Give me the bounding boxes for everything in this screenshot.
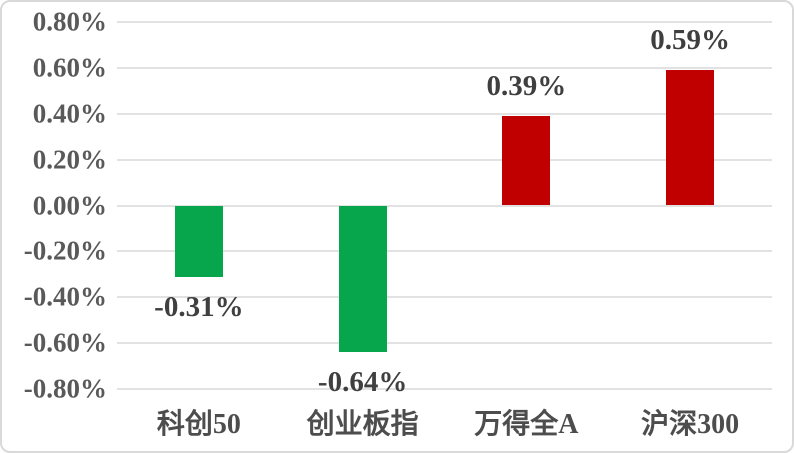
y-axis: 0.80% 0.60% 0.40% 0.20% 0.00% -0.20% -0.40% -0.…	[2, 8, 115, 402]
x-axis-category-label: 创业板指	[306, 409, 419, 440]
y-axis-tick-label: 0.60%	[32, 52, 107, 83]
gridline	[117, 204, 772, 207]
y-axis-tick-label: -0.20%	[23, 235, 107, 266]
gridline	[117, 66, 772, 69]
bar-创业板指	[338, 205, 387, 353]
gridline	[117, 388, 772, 390]
x-axis-category-label: 沪深300	[641, 409, 740, 440]
bar-沪深300	[666, 70, 715, 206]
gridline	[117, 112, 772, 115]
gridline	[117, 250, 772, 253]
y-axis-tick-label: 0.20%	[32, 144, 107, 175]
x-axis-category-label: 科创50	[156, 409, 241, 440]
bar-科创50	[174, 205, 223, 277]
bar-value-label: 0.39%	[486, 70, 567, 103]
y-axis-tick-label: -0.60%	[23, 327, 107, 358]
y-axis-tick-label: 0.00%	[32, 190, 107, 220]
x-axis: 科创50 创业板指 万得全A 沪深300	[117, 405, 772, 445]
y-axis-tick-label: 0.40%	[32, 98, 107, 129]
y-axis-tick-label: -0.40%	[23, 281, 107, 312]
y-axis-tick-label: 0.80%	[32, 6, 107, 37]
gridline	[117, 342, 772, 345]
gridline	[117, 21, 772, 23]
y-axis-tick-label: -0.80%	[23, 373, 107, 404]
x-axis-category-label: 万得全A	[474, 409, 579, 440]
gridline	[117, 296, 772, 299]
bar-万得全A	[502, 116, 551, 206]
gridline	[117, 158, 772, 161]
bar-value-label: 0.59%	[650, 24, 730, 57]
plot-area: -0.31% -0.64% 0.39% 0.59%	[117, 21, 772, 397]
bar-value-label: -0.64%	[317, 366, 408, 399]
bar-value-label: -0.31%	[154, 290, 244, 323]
